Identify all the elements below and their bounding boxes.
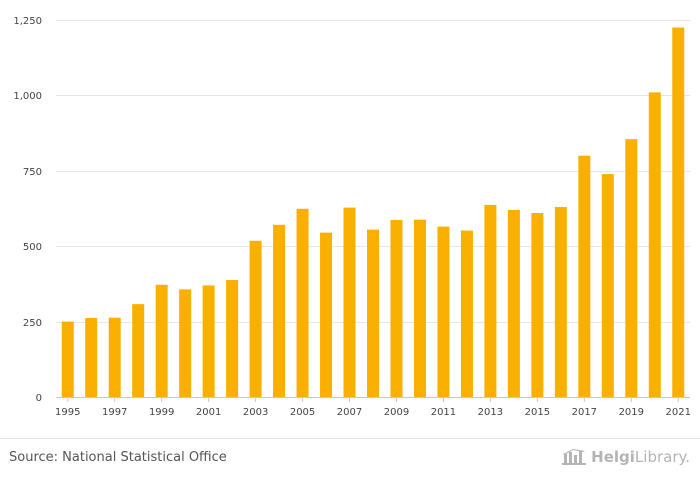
bar-2019	[625, 139, 638, 397]
bar-2015	[531, 213, 544, 397]
x-tick-label: 2013	[478, 407, 503, 418]
bar-2004	[273, 224, 286, 397]
x-tick-label: 2021	[666, 407, 691, 418]
bar-1996	[85, 317, 98, 397]
x-tick-label: 1997	[102, 407, 127, 418]
x-tick-label: 2003	[243, 407, 268, 418]
bar-2017	[578, 155, 591, 397]
y-tick-label: 750	[23, 167, 42, 178]
bar-2000	[179, 289, 192, 397]
brand-name-library: Library.	[634, 448, 690, 466]
bar-chart: 0 250 500 750 1,000 1,250 1995 1997 1999 2001 2003…	[13, 16, 691, 418]
bar-2009	[390, 219, 403, 397]
y-tick-label: 500	[23, 242, 42, 253]
bar-2003	[249, 240, 262, 397]
x-tick-label: 2015	[525, 407, 550, 418]
x-tick-label: 2001	[196, 407, 221, 418]
source-note: Source: National Statistical Office	[9, 450, 227, 465]
bar-2014	[507, 210, 520, 397]
x-tick-label: 1999	[149, 407, 174, 418]
bar-1997	[108, 317, 121, 397]
bar-2006	[320, 232, 333, 397]
brand-name-helgi: Helgi	[591, 448, 635, 466]
bar-2010	[413, 219, 426, 397]
bar-2007	[343, 207, 356, 397]
x-tick-label: 2017	[572, 407, 597, 418]
bar-2020	[648, 92, 661, 397]
bar-1998	[132, 304, 145, 397]
x-tick-label: 2005	[290, 407, 315, 418]
bar-2001	[202, 285, 215, 397]
bar-2018	[601, 174, 614, 397]
bar-2013	[484, 204, 497, 397]
y-tick-label: 1,250	[13, 16, 42, 27]
y-tick-label: 1,000	[13, 91, 42, 102]
x-tick-label: 1995	[55, 407, 80, 418]
bar-layer	[61, 27, 685, 397]
axis-layer: 0 250 500 750 1,000 1,250 1995 1997 1999 2001 2003…	[13, 16, 691, 418]
bar-2005	[296, 208, 309, 397]
footer-divider	[0, 438, 700, 439]
x-tick-label: 2011	[431, 407, 456, 418]
bar-2011	[437, 226, 450, 397]
y-tick-label: 250	[23, 318, 42, 329]
x-tick-label: 2019	[619, 407, 644, 418]
bar-2021	[672, 27, 685, 397]
bar-2012	[460, 230, 473, 397]
bar-1999	[155, 284, 168, 397]
bar-2016	[554, 206, 567, 397]
y-tick-label: 0	[36, 393, 42, 404]
helgi-library-logo: HelgiLibrary.	[561, 448, 690, 466]
x-tick-label: 2009	[384, 407, 409, 418]
bar-2002	[226, 279, 239, 397]
library-building-icon	[562, 449, 587, 465]
bar-1995	[61, 321, 74, 397]
bar-2008	[367, 229, 379, 397]
x-tick-label: 2007	[337, 407, 362, 418]
